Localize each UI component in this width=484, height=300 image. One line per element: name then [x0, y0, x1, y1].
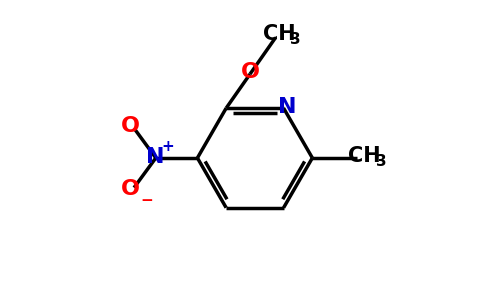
Text: 3: 3	[290, 32, 301, 47]
Text: CH: CH	[348, 146, 380, 166]
Text: O: O	[121, 116, 139, 136]
Text: 3: 3	[377, 154, 387, 169]
Text: CH: CH	[263, 24, 296, 44]
Text: N: N	[146, 147, 164, 167]
Text: N: N	[278, 97, 297, 117]
Text: O: O	[241, 62, 259, 82]
Text: −: −	[140, 193, 153, 208]
Text: +: +	[161, 139, 174, 154]
Text: O: O	[121, 178, 139, 199]
